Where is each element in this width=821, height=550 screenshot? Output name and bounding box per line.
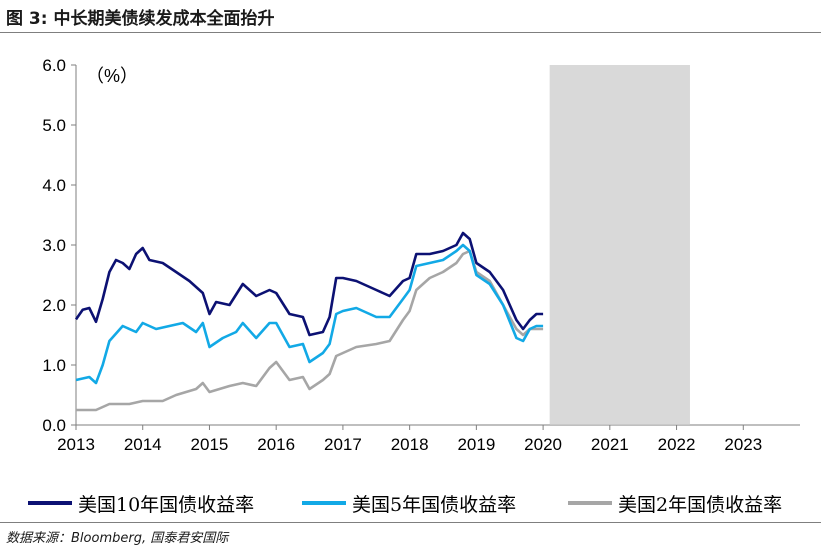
- legend-swatch-us2y: [568, 501, 612, 505]
- legend-label-us2y: 美国2年国债收益率: [618, 493, 783, 516]
- legend-swatch-us10y: [28, 501, 72, 505]
- series-line-us2y: [76, 249, 544, 412]
- y-tick-label: 1.0: [42, 356, 66, 375]
- overlay-layer: [549, 65, 690, 425]
- x-tick-label: 2018: [391, 435, 429, 454]
- legend-label-us10y: 美国10年国债收益率: [78, 493, 255, 516]
- legend-swatch-us5y: [302, 501, 346, 505]
- x-tick-label: 2013: [57, 435, 95, 454]
- legend-item-us5y: 美国5年国债收益率: [302, 488, 516, 518]
- series-layer: [74, 231, 544, 412]
- y-tick-label: 4.0: [42, 176, 66, 195]
- series-line-us10y: [74, 231, 544, 337]
- legend-label-us5y: 美国5年国债收益率: [352, 493, 517, 516]
- y-unit-label: （%）: [86, 66, 138, 86]
- title-divider: [0, 32, 821, 33]
- x-tick-label: 2015: [191, 435, 229, 454]
- x-tick-label: 2016: [257, 435, 295, 454]
- y-tick-label: 6.0: [42, 56, 66, 75]
- series-line-us5y: [75, 243, 544, 385]
- legend-item-us10y: 美国10年国债收益率: [28, 488, 254, 518]
- axes-layer: 0.0 1.0 2.0 3.0 4.0 5.0 6.0 2013 2014 2015 2016 201…: [42, 56, 800, 454]
- shaded-period-overlay: [549, 65, 690, 425]
- y-tick-label: 5.0: [42, 116, 66, 135]
- legend-item-us2y: 美国2年国债收益率: [568, 488, 782, 518]
- source-divider: [0, 522, 821, 523]
- y-tick-label: 2.0: [42, 296, 66, 315]
- legend: 美国10年国债收益率 美国5年国债收益率 美国2年国债收益率: [0, 488, 821, 518]
- yield-line-chart: 0.0 1.0 2.0 3.0 4.0 5.0 6.0 2013 2014 2015 2016 201…: [42, 56, 800, 454]
- x-tick-label: 2014: [124, 435, 162, 454]
- x-tick-label: 2020: [524, 435, 562, 454]
- y-tick-label: 3.0: [42, 236, 66, 255]
- x-tick-label: 2017: [324, 435, 362, 454]
- x-tick-label: 2022: [658, 435, 696, 454]
- x-tick-label: 2021: [591, 435, 629, 454]
- x-tick-label: 2023: [724, 435, 762, 454]
- x-tick-label: 2019: [457, 435, 495, 454]
- y-tick-label: 0.0: [42, 416, 66, 435]
- figure-title: 图 3: 中长期美债续发成本全面抬升: [6, 9, 275, 29]
- source-note: 数据来源：Bloomberg, 国泰君安国际: [6, 531, 229, 546]
